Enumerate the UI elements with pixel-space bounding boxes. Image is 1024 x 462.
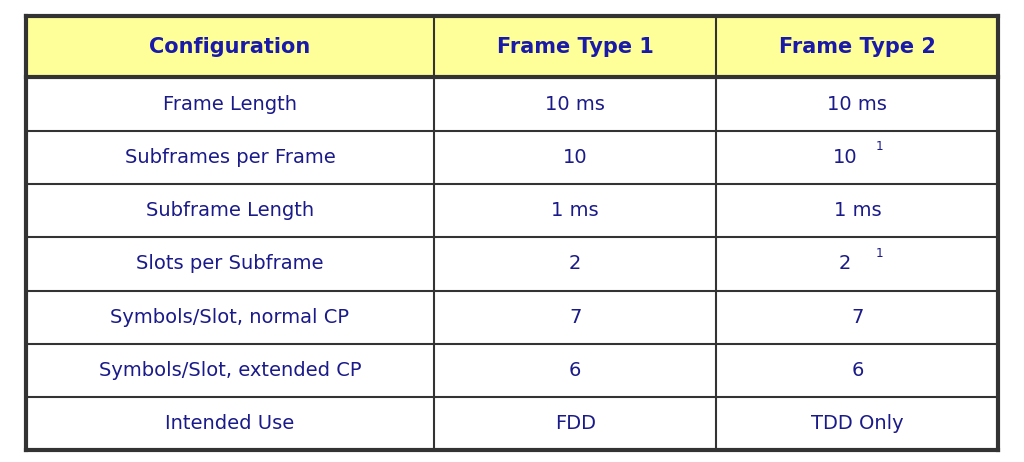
Text: 1: 1 (876, 247, 884, 260)
Text: Subframes per Frame: Subframes per Frame (125, 148, 335, 167)
Text: 7: 7 (569, 308, 582, 327)
Bar (26, 184, 434, 237)
Bar (434, 78, 717, 131)
Bar (434, 16, 717, 78)
Bar (717, 16, 998, 78)
Text: FDD: FDD (555, 414, 596, 433)
Text: Subframe Length: Subframe Length (145, 201, 314, 220)
Text: Frame Type 1: Frame Type 1 (497, 37, 653, 57)
Bar (26, 78, 434, 131)
Text: Symbols/Slot, normal CP: Symbols/Slot, normal CP (111, 308, 349, 327)
Bar (26, 291, 434, 344)
Bar (434, 291, 717, 344)
Bar (717, 131, 998, 184)
Bar (434, 237, 717, 291)
Text: 1 ms: 1 ms (834, 201, 882, 220)
Text: 2: 2 (569, 255, 582, 274)
Bar (717, 78, 998, 131)
Text: Frame Type 2: Frame Type 2 (779, 37, 936, 57)
Text: Frame Length: Frame Length (163, 95, 297, 114)
Text: 6: 6 (851, 361, 863, 380)
Bar (26, 344, 434, 397)
Bar (717, 237, 998, 291)
Text: Symbols/Slot, extended CP: Symbols/Slot, extended CP (98, 361, 361, 380)
Bar (26, 397, 434, 450)
Text: 10 ms: 10 ms (546, 95, 605, 114)
Text: 7: 7 (851, 308, 863, 327)
Text: 10: 10 (563, 148, 588, 167)
Text: Configuration: Configuration (150, 37, 310, 57)
Text: Slots per Subframe: Slots per Subframe (136, 255, 324, 274)
Text: 10 ms: 10 ms (827, 95, 887, 114)
Text: 10: 10 (833, 148, 857, 167)
Text: 2: 2 (839, 255, 851, 274)
Bar (717, 397, 998, 450)
Text: 1 ms: 1 ms (551, 201, 599, 220)
Bar (717, 344, 998, 397)
Bar (434, 131, 717, 184)
Bar (434, 397, 717, 450)
Bar (26, 237, 434, 291)
Bar (717, 184, 998, 237)
Bar (26, 131, 434, 184)
Text: 1: 1 (876, 140, 884, 153)
Text: 6: 6 (569, 361, 582, 380)
Text: Intended Use: Intended Use (165, 414, 295, 433)
Bar (717, 291, 998, 344)
Bar (26, 16, 434, 78)
Bar (434, 344, 717, 397)
Bar (434, 184, 717, 237)
Text: TDD Only: TDD Only (811, 414, 903, 433)
